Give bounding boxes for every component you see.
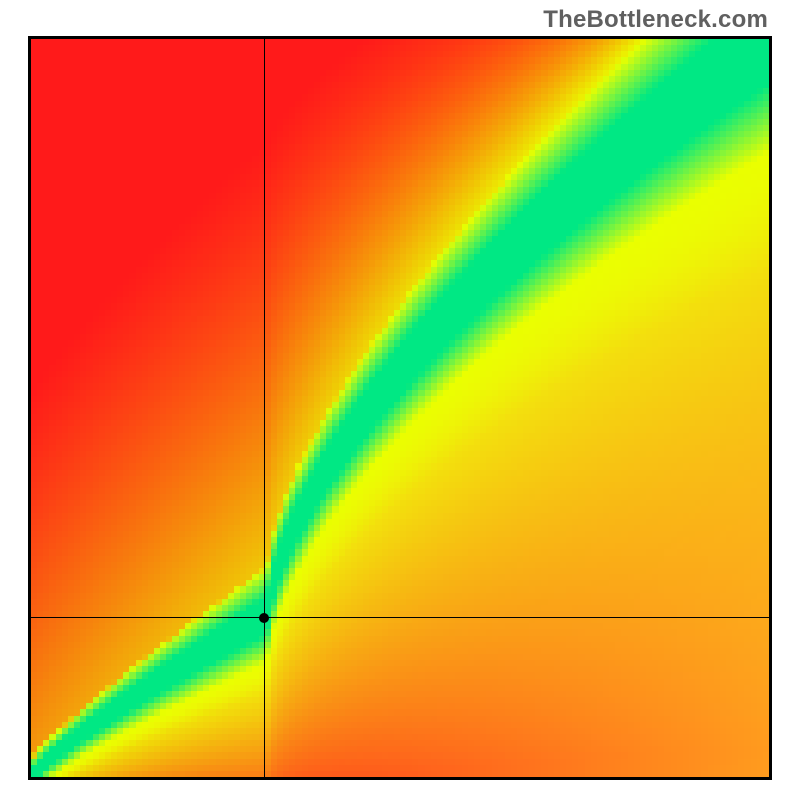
heatmap-canvas — [31, 39, 769, 777]
crosshair-horizontal — [31, 617, 769, 618]
watermark-text: TheBottleneck.com — [543, 6, 768, 34]
crosshair-vertical — [264, 39, 265, 777]
marker-dot — [259, 613, 269, 623]
bottleneck-heatmap — [28, 36, 772, 780]
